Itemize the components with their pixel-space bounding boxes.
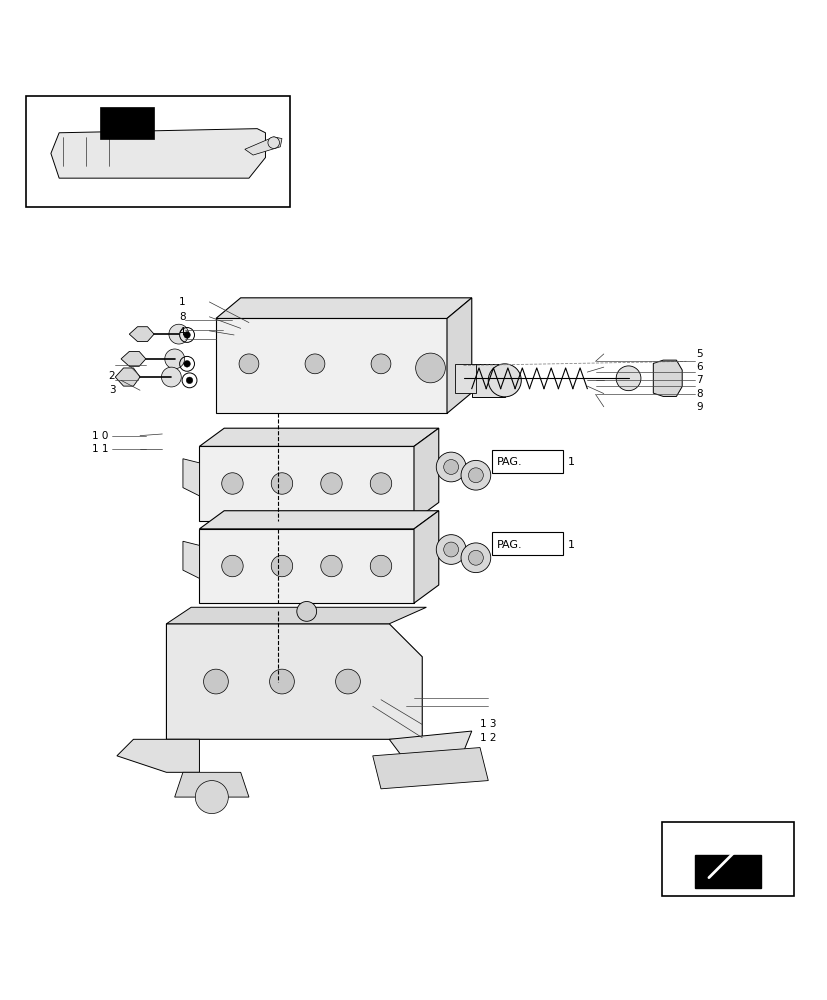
Polygon shape [414, 511, 438, 603]
Polygon shape [199, 428, 438, 446]
Circle shape [271, 473, 292, 494]
Text: 8: 8 [696, 389, 702, 399]
Bar [661, 822, 792, 896]
Circle shape [461, 460, 490, 490]
Circle shape [436, 452, 466, 482]
Polygon shape [183, 541, 199, 578]
Circle shape [222, 555, 243, 577]
Text: PAG.: PAG. [496, 540, 522, 550]
Circle shape [268, 137, 280, 148]
Bar [492, 532, 562, 555]
Polygon shape [389, 731, 471, 772]
Circle shape [370, 354, 390, 374]
Text: 1 2: 1 2 [480, 733, 496, 743]
Text: PAG.: PAG. [496, 457, 522, 467]
Polygon shape [245, 137, 282, 155]
Circle shape [186, 377, 193, 384]
Circle shape [169, 324, 189, 344]
Polygon shape [694, 855, 760, 888]
Polygon shape [471, 364, 504, 397]
Text: 8: 8 [179, 312, 185, 322]
Polygon shape [372, 748, 488, 789]
Circle shape [165, 349, 184, 369]
Bar [492, 450, 562, 473]
Circle shape [488, 364, 521, 397]
Text: 2: 2 [108, 371, 115, 381]
Polygon shape [115, 368, 140, 386]
Circle shape [335, 669, 360, 694]
Circle shape [195, 781, 228, 814]
Polygon shape [50, 129, 265, 178]
Polygon shape [216, 298, 471, 318]
Text: 6: 6 [696, 362, 702, 372]
Circle shape [161, 367, 181, 387]
Circle shape [270, 669, 294, 694]
Circle shape [203, 669, 228, 694]
Polygon shape [166, 607, 426, 624]
Text: 1 1: 1 1 [92, 444, 108, 454]
Text: 5: 5 [696, 349, 702, 359]
Circle shape [436, 535, 466, 564]
Polygon shape [174, 772, 249, 797]
Text: 1: 1 [179, 297, 185, 307]
Text: 1 0: 1 0 [92, 431, 108, 441]
Circle shape [184, 332, 190, 338]
Polygon shape [199, 446, 414, 521]
Polygon shape [129, 327, 154, 342]
Circle shape [443, 460, 458, 474]
Bar [100, 107, 154, 139]
Circle shape [222, 473, 243, 494]
Circle shape [468, 550, 483, 565]
Polygon shape [183, 459, 199, 496]
Circle shape [461, 543, 490, 573]
Circle shape [370, 473, 391, 494]
Circle shape [184, 361, 190, 367]
Polygon shape [447, 298, 471, 413]
Polygon shape [414, 428, 438, 521]
Polygon shape [455, 364, 476, 393]
Circle shape [615, 366, 640, 391]
Circle shape [443, 542, 458, 557]
Polygon shape [199, 529, 414, 603]
Circle shape [320, 555, 342, 577]
Circle shape [304, 354, 324, 374]
Text: 1 3: 1 3 [480, 719, 496, 729]
Circle shape [239, 354, 259, 374]
Circle shape [468, 468, 483, 483]
Text: 7: 7 [696, 375, 702, 385]
Text: 9: 9 [696, 402, 702, 412]
Text: 3: 3 [108, 385, 115, 395]
Circle shape [320, 473, 342, 494]
Polygon shape [216, 318, 447, 413]
Text: 4: 4 [179, 327, 185, 337]
Circle shape [370, 555, 391, 577]
Polygon shape [166, 624, 422, 739]
Circle shape [296, 602, 316, 621]
Polygon shape [199, 511, 438, 529]
Text: 1: 1 [567, 540, 575, 550]
Polygon shape [121, 351, 146, 366]
Circle shape [415, 353, 445, 383]
Text: 1: 1 [567, 457, 575, 467]
Circle shape [271, 555, 292, 577]
Polygon shape [117, 739, 199, 772]
Polygon shape [653, 360, 681, 396]
Bar [26, 96, 290, 207]
